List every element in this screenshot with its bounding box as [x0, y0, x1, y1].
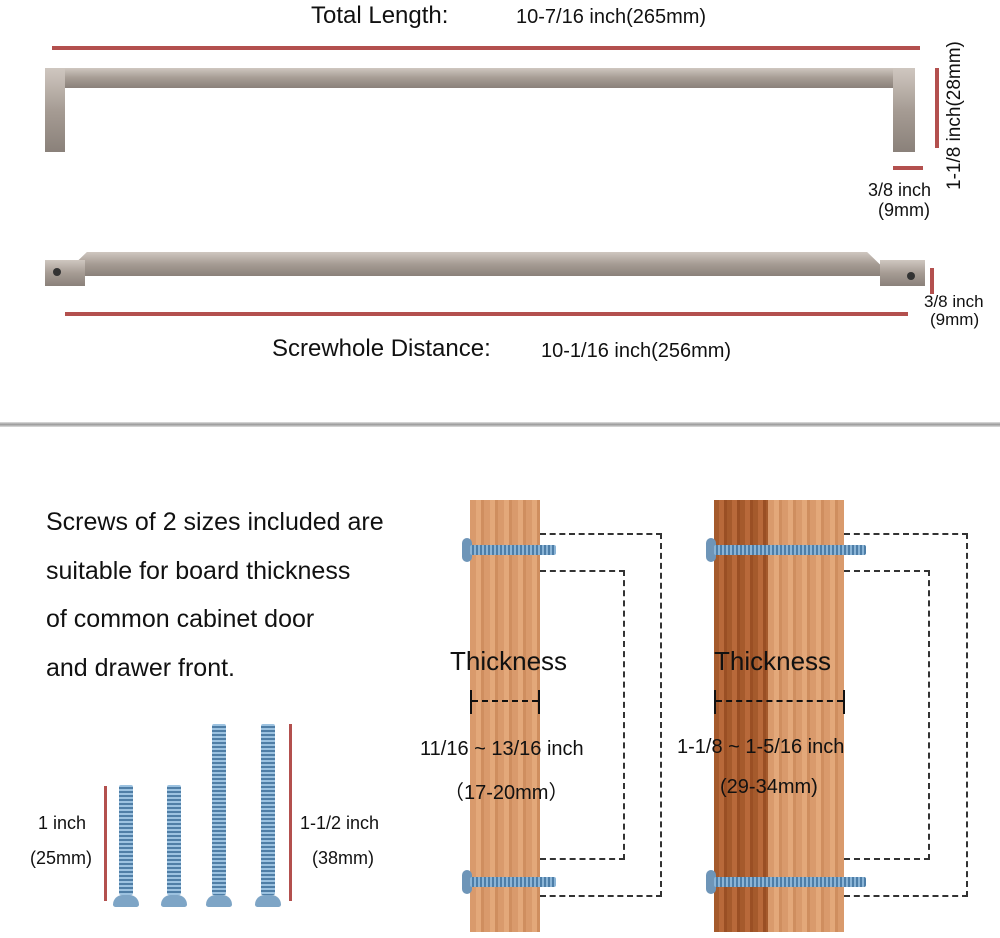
total-length-line [52, 46, 920, 50]
leg-width-line [893, 166, 923, 170]
long-screw-mm: (38mm) [312, 848, 374, 868]
height-line [935, 68, 939, 148]
board2-range-mm: (29-34mm) [720, 776, 818, 798]
leg-width-inch: 3/8 inch [868, 180, 932, 200]
description: Screws of 2 sizes included are suitable … [46, 498, 384, 692]
bar-thickness-line [930, 268, 934, 294]
short-screw-inch: 1 inch [38, 813, 87, 833]
bar-thickness-mm: (9mm) [930, 310, 980, 329]
board1-thickness-marker [470, 690, 540, 714]
leg-width-mm: (9mm) [878, 200, 930, 220]
long-screw-inch: 1-1/2 inch [300, 813, 380, 833]
short-screw-mm: (25mm) [30, 848, 92, 868]
total-length-label: Total Length: [311, 2, 449, 29]
description-line: and drawer front. [46, 653, 235, 682]
screwhole-label: Screwhole Distance: [272, 335, 491, 362]
screwhole-value: 10-1/16 inch(256mm) [541, 340, 732, 362]
board1-range-mm: （17-20mm） [444, 782, 569, 804]
board2-thickness-marker [714, 690, 845, 714]
board2-range-inch: 1-1/8 ~ 1-5/16 inch [677, 736, 845, 758]
screwhole-line [65, 312, 908, 316]
board2-title: Thickness [714, 646, 832, 676]
description-line: suitable for board thickness [46, 556, 351, 585]
height-label: 1-1/8 inch(28mm) [944, 41, 965, 190]
section-divider [0, 422, 1000, 427]
description-line: of common cabinet door [46, 605, 315, 633]
board1-title: Thickness [450, 646, 568, 676]
short-screw-line [104, 786, 107, 901]
bar-thickness-inch: 3/8 inch [924, 292, 984, 311]
board1-range-inch: 11/16 ~ 13/16 inch [420, 738, 584, 760]
long-screw-line [289, 724, 292, 901]
description-line: Screws of 2 sizes included are [46, 508, 384, 536]
total-length-value: 10-7/16 inch(265mm) [516, 6, 707, 28]
